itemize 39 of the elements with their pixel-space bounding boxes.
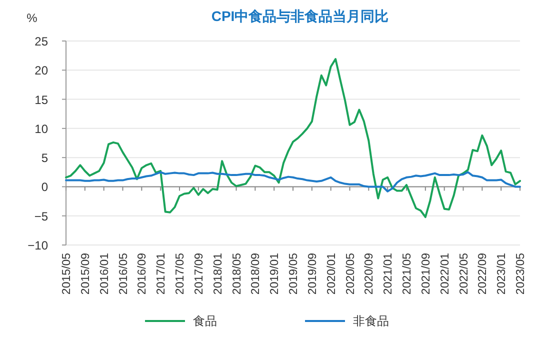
x-tick-label: 2015/09 <box>80 253 92 295</box>
line-series <box>65 171 521 192</box>
x-tick-label: 2017/09 <box>193 253 206 295</box>
x-tick-label: 2019/01 <box>269 253 282 295</box>
chart-title: CPI中食品与非食品当月同比 <box>211 8 389 24</box>
y-tick-label: 0 <box>41 180 48 194</box>
x-tick-label: 2023/01 <box>496 253 508 295</box>
x-tick-label: 2021/01 <box>382 253 395 295</box>
x-tick-label: 2022/05 <box>458 253 470 295</box>
x-tick-label: 2020/05 <box>344 253 357 295</box>
x-tick-label: 2018/05 <box>231 253 244 295</box>
y-tick-label: 15 <box>34 92 48 107</box>
y-axis-title: % <box>26 11 38 25</box>
y-tick-label: −10 <box>28 238 48 252</box>
x-tick-label: 2022/09 <box>477 253 490 295</box>
y-tick-label: −5 <box>34 209 48 224</box>
y-tick-label: 20 <box>34 64 48 78</box>
x-tick-label: 2021/05 <box>402 253 414 295</box>
x-tick-label: 2020/09 <box>364 253 376 295</box>
x-tick-label: 2022/01 <box>439 253 452 295</box>
x-tick-label: 2016/01 <box>98 253 111 295</box>
x-tick-label: 2019/09 <box>306 253 319 295</box>
x-tick-label: 2016/05 <box>118 253 130 295</box>
x-tick-label: 2019/05 <box>288 253 300 295</box>
line-series <box>65 58 521 218</box>
y-tick-label: 5 <box>41 151 48 166</box>
x-tick-label: 2020/01 <box>326 253 338 295</box>
x-tick-label: 2021/09 <box>420 253 432 295</box>
legend-label: 非食品 <box>353 314 389 328</box>
legend-label: 食品 <box>193 314 217 328</box>
x-tick-label: 2017/05 <box>174 253 186 295</box>
x-tick-label: 2023/05 <box>515 253 527 295</box>
x-tick-label: 2018/01 <box>212 253 224 295</box>
x-tick-label: 2018/09 <box>250 253 262 295</box>
y-tick-label: 25 <box>34 34 48 48</box>
x-tick-label: 2015/05 <box>61 253 73 295</box>
x-tick-label: 2017/01 <box>156 253 168 295</box>
y-tick-label: 10 <box>34 122 48 136</box>
x-tick-label: 2016/09 <box>136 253 149 295</box>
